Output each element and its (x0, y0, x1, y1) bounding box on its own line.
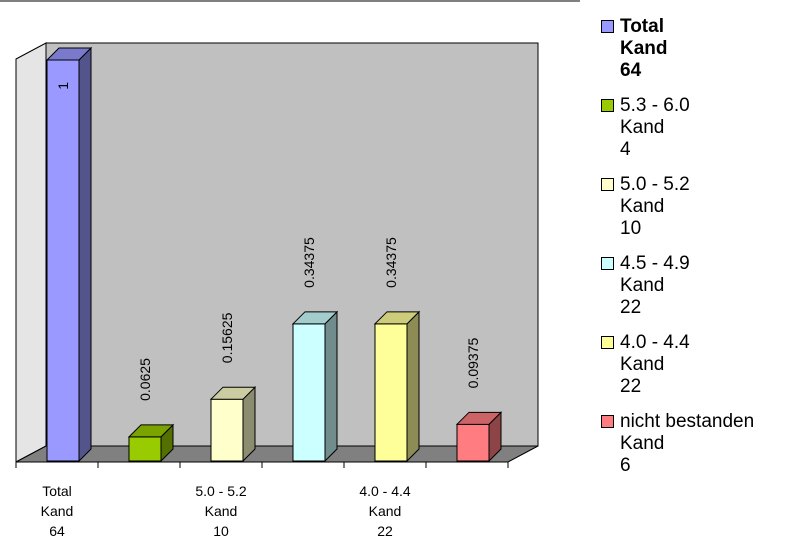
legend-swatch (601, 336, 614, 349)
bar-top (127, 424, 175, 438)
legend-item: 5.0 - 5.2 Kand 10 (598, 174, 790, 240)
legend-swatch (601, 257, 614, 270)
x-tick-label: 64 (49, 523, 65, 539)
legend-label: 22 (620, 297, 642, 318)
bar (210, 398, 244, 462)
legend-item: 4.0 - 4.4 Kand 22 (598, 332, 790, 398)
x-tick-label: Total (42, 483, 72, 499)
data-label: 0.15625 (219, 312, 235, 363)
legend-label: Kand (620, 38, 668, 59)
legend-label: 4.0 - 4.4 (620, 332, 690, 353)
side-wall (15, 42, 47, 463)
legend-swatch (601, 415, 614, 428)
legend: Total Kand 64 5.3 - 6.0 Kand 4 5.0 - 5.2 Kand 10… (598, 16, 790, 490)
bar-top (291, 311, 339, 325)
bar (46, 59, 80, 462)
legend-label: Kand (620, 117, 665, 138)
x-tick-label: Kand (369, 503, 402, 519)
x-tick-label: Kand (205, 503, 238, 519)
bar-top (209, 386, 257, 400)
bar (456, 423, 490, 462)
data-label: 0.0625 (137, 358, 153, 401)
legend-label: Kand (620, 433, 665, 454)
legend-label: 5.0 - 5.2 (620, 174, 690, 195)
legend-label: 4 (620, 139, 631, 160)
legend-item: 4.5 - 4.9 Kand 22 (598, 253, 790, 319)
bar-top (455, 411, 503, 425)
data-label: 0.34375 (301, 237, 317, 288)
legend-item: Total Kand 64 (598, 16, 790, 82)
legend-swatch (601, 20, 614, 33)
x-tick-label: 4.0 - 4.4 (359, 483, 411, 499)
bar-top (373, 311, 421, 325)
legend-label: 64 (620, 60, 642, 81)
bar (128, 436, 162, 462)
data-label: 0.34375 (383, 237, 399, 288)
legend-label: Kand (620, 196, 665, 217)
x-tick-label: 22 (377, 523, 393, 539)
bar-top (45, 47, 93, 61)
legend-label: 22 (620, 376, 642, 397)
legend-label: 10 (620, 218, 642, 239)
bar (374, 323, 408, 462)
bar-side (406, 310, 420, 463)
data-label: 1 (55, 82, 71, 90)
x-tick-label: Kand (41, 503, 74, 519)
legend-swatch (601, 178, 614, 191)
legend-label: Kand (620, 354, 665, 375)
chart-plot: 1 0.0625 0.15625 0.34375 0.34375 0.09375 Total… (0, 0, 580, 539)
legend-item: 5.3 - 6.0 Kand 4 (598, 95, 790, 161)
bar-side (242, 385, 256, 463)
legend-swatch (601, 99, 614, 112)
legend-label: Kand (620, 275, 665, 296)
x-tick-label: 5.0 - 5.2 (195, 483, 247, 499)
bar (292, 323, 326, 462)
bar-side (78, 46, 92, 463)
legend-label: nicht bestanden (620, 411, 755, 432)
x-tick-label: 10 (213, 523, 229, 539)
legend-label: 5.3 - 6.0 (620, 95, 690, 116)
legend-label: 4.5 - 4.9 (620, 253, 690, 274)
legend-label: Total (620, 16, 664, 37)
data-label: 0.09375 (465, 337, 481, 388)
legend-label: 6 (620, 455, 631, 476)
bar-side (324, 310, 338, 463)
legend-item: nicht bestanden Kand 6 (598, 411, 790, 477)
